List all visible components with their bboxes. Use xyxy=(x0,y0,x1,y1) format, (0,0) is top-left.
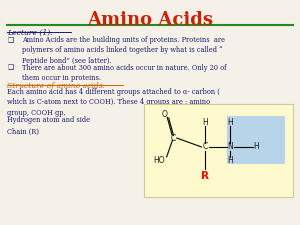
Text: C: C xyxy=(171,134,176,143)
Text: HO: HO xyxy=(153,156,165,165)
FancyBboxPatch shape xyxy=(144,104,293,197)
Text: H: H xyxy=(202,118,208,127)
Text: Each amino acid has 4 different groups attached to α- carbon (
which is C-atom n: Each amino acid has 4 different groups a… xyxy=(7,88,220,117)
Text: Lecture (1):: Lecture (1): xyxy=(7,29,53,37)
Text: C: C xyxy=(202,142,208,151)
Text: Amino Acids: Amino Acids xyxy=(87,11,213,29)
Text: ❑: ❑ xyxy=(7,36,14,42)
Text: O: O xyxy=(161,110,167,119)
Text: ❑: ❑ xyxy=(7,64,14,70)
Text: R: R xyxy=(201,171,209,181)
Text: Structure of amino acids:: Structure of amino acids: xyxy=(7,83,106,90)
FancyBboxPatch shape xyxy=(227,116,285,164)
Text: H: H xyxy=(227,118,233,127)
Text: N: N xyxy=(227,142,233,151)
Text: H: H xyxy=(227,156,233,165)
Text: H: H xyxy=(254,142,259,151)
Text: Amino Acids are the building units of proteins. Proteins  are
polymers of amino : Amino Acids are the building units of pr… xyxy=(22,36,225,65)
Text: There are about 300 amino acids occur in nature. Only 20 of
them occur in protei: There are about 300 amino acids occur in… xyxy=(22,64,227,82)
Text: Chain (R): Chain (R) xyxy=(7,128,39,136)
Text: Hydrogen atom and side: Hydrogen atom and side xyxy=(7,116,91,124)
